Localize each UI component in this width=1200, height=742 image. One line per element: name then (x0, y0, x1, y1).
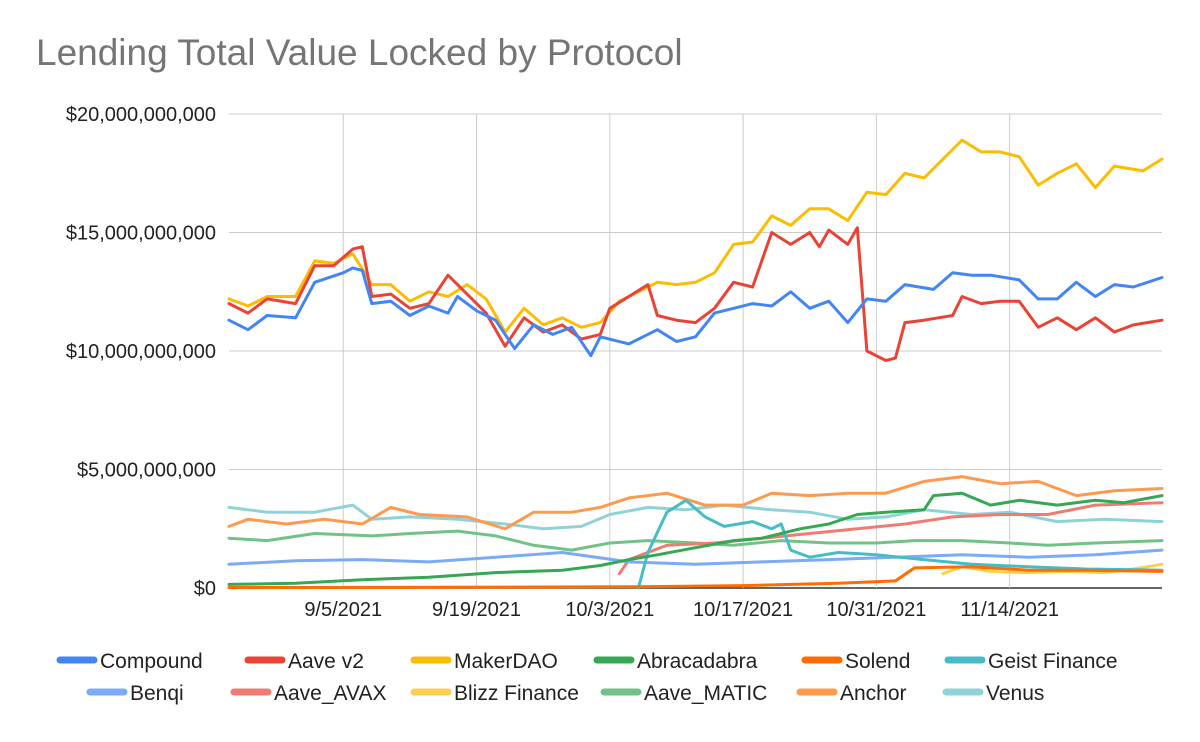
series-line-benqi (227, 548, 1164, 566)
legend-item: Geist Finance (944, 650, 1118, 673)
gridlines (229, 113, 1162, 589)
legend-label: Compound (100, 650, 203, 673)
x-tick-label: 10/17/2021 (693, 599, 793, 621)
legend-label: Aave_MATIC (644, 682, 767, 705)
legend-item: Benqi (86, 682, 184, 705)
series-line-aave-matic (227, 529, 1164, 552)
series-line-aave-avax (617, 501, 1164, 576)
x-axis-tick-labels: 9/5/2021 9/19/2021 10/3/2021 10/17/2021 10/3… (304, 599, 1059, 621)
series-line-solend (227, 565, 1164, 589)
legend-item: Aave v2 (244, 650, 364, 673)
legend-label: Anchor (840, 682, 907, 705)
y-tick-label: $5,000,000,000 (77, 460, 216, 482)
chart-title: Lending Total Value Locked by Protocol (36, 32, 683, 73)
y-tick-label: $10,000,000,000 (66, 341, 216, 363)
series-line-venus (227, 503, 1164, 531)
y-tick-label: $20,000,000,000 (66, 104, 216, 126)
series-line-anchor (227, 475, 1164, 531)
x-tick-label: 11/14/2021 (960, 599, 1059, 621)
y-tick-label: $0 (194, 578, 216, 600)
legend-label: Aave v2 (288, 650, 364, 673)
legend-item: Anchor (796, 682, 907, 705)
legend-label: Aave_AVAX (274, 682, 386, 705)
y-tick-label: $15,000,000,000 (66, 223, 216, 245)
legend-item: Blizz Finance (410, 682, 579, 705)
series-line-abracadabra (227, 491, 1164, 586)
legend-label: MakerDAO (454, 650, 558, 673)
legend: Compound Aave v2 MakerDAO Abracadabra Solend… (56, 650, 1118, 705)
legend-item: MakerDAO (410, 650, 558, 673)
legend-item: Abracadabra (593, 650, 758, 673)
legend-item: Aave_MATIC (600, 682, 767, 705)
legend-item: Venus (942, 682, 1044, 705)
x-tick-label: 9/19/2021 (432, 599, 521, 621)
legend-label: Abracadabra (637, 650, 758, 673)
x-tick-label: 9/5/2021 (304, 599, 382, 621)
series-line-aave-v2 (227, 226, 1164, 362)
legend-label: Geist Finance (988, 650, 1118, 673)
y-axis-tick-labels: $0 $5,000,000,000 $10,000,000,000 $15,000,0… (66, 104, 216, 600)
legend-label: Solend (845, 650, 910, 673)
series-line-geist-finance (636, 498, 1164, 590)
legend-label: Benqi (130, 682, 184, 705)
legend-label: Blizz Finance (454, 682, 579, 705)
legend-item: Solend (801, 650, 910, 673)
legend-label: Venus (986, 682, 1044, 705)
x-tick-label: 10/31/2021 (826, 599, 926, 621)
x-tick-label: 10/3/2021 (565, 599, 654, 621)
series-line-makerdao (227, 138, 1164, 334)
legend-item: Compound (56, 650, 203, 673)
series-line-compound (227, 266, 1164, 358)
legend-item: Aave_AVAX (230, 682, 386, 705)
series-lines (227, 138, 1164, 590)
